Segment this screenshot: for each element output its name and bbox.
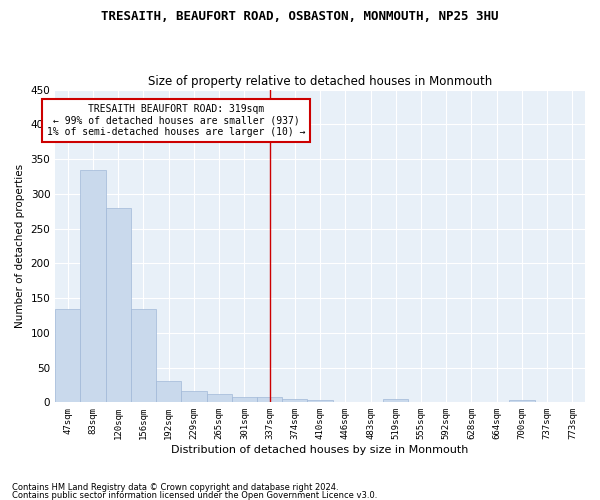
Bar	[181, 390, 206, 402]
Bar	[106, 208, 131, 402]
X-axis label: Distribution of detached houses by size in Monmouth: Distribution of detached houses by size …	[172, 445, 469, 455]
Bar	[307, 400, 332, 402]
Text: Contains HM Land Registry data © Crown copyright and database right 2024.: Contains HM Land Registry data © Crown c…	[12, 484, 338, 492]
Bar	[282, 399, 307, 402]
Text: Contains public sector information licensed under the Open Government Licence v3: Contains public sector information licen…	[12, 491, 377, 500]
Y-axis label: Number of detached properties: Number of detached properties	[15, 164, 25, 328]
Title: Size of property relative to detached houses in Monmouth: Size of property relative to detached ho…	[148, 76, 492, 88]
Bar	[257, 398, 282, 402]
Bar	[131, 308, 156, 402]
Bar	[509, 400, 535, 402]
Text: TRESAITH, BEAUFORT ROAD, OSBASTON, MONMOUTH, NP25 3HU: TRESAITH, BEAUFORT ROAD, OSBASTON, MONMO…	[101, 10, 499, 23]
Bar	[232, 397, 257, 402]
Bar	[55, 308, 80, 402]
Bar	[156, 382, 181, 402]
Bar	[80, 170, 106, 402]
Bar	[206, 394, 232, 402]
Bar	[383, 399, 409, 402]
Text: TRESAITH BEAUFORT ROAD: 319sqm
← 99% of detached houses are smaller (937)
1% of : TRESAITH BEAUFORT ROAD: 319sqm ← 99% of …	[47, 104, 305, 137]
